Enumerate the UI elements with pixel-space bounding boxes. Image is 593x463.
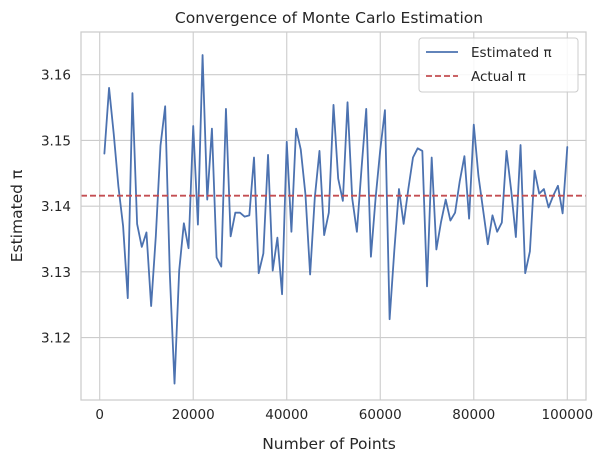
x-gridlines [99,32,568,400]
legend-box [418,37,579,93]
legend-label-estimated: Estimated π [471,45,552,61]
x-tick-label: 80000 [452,407,495,423]
x-tick-label: 0 [95,407,104,423]
plot-border [80,31,587,401]
x-axis-label: Number of Points [262,435,396,453]
series-layer [81,54,586,385]
y-axis-label: Estimated π [8,170,26,263]
series-line-estimated-pi [103,54,569,385]
x-tick-labels: 0 20000 40000 60000 80000 100000 [95,407,593,423]
x-tick-label: 100000 [542,407,593,423]
chart-title: Convergence of Monte Carlo Estimation [175,9,483,27]
x-tick-label: 20000 [172,407,215,423]
legend-label-actual: Actual π [471,69,526,85]
y-tick-label: 3.14 [41,199,71,215]
y-tick-labels: 3.12 3.13 3.14 3.15 3.16 [41,68,71,347]
legend: Estimated π Actual π [418,37,579,93]
y-tick-label: 3.16 [41,68,71,84]
y-tick-label: 3.12 [41,331,71,347]
x-tick-label: 60000 [359,407,402,423]
y-tick-label: 3.15 [41,133,71,149]
x-tick-label: 40000 [265,407,308,423]
y-tick-label: 3.13 [41,265,71,281]
